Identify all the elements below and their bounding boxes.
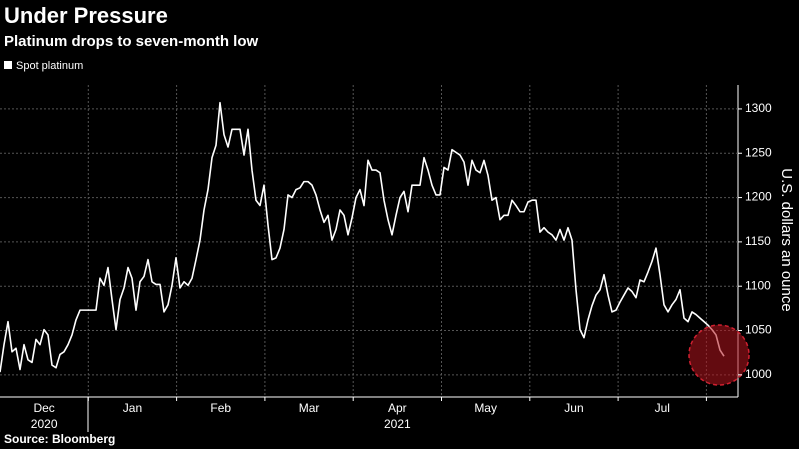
y-tick-label: 1000: [745, 367, 772, 381]
y-tick-label: 1050: [745, 323, 772, 337]
chart-title: Under Pressure: [4, 3, 168, 28]
source: Source: Bloomberg: [4, 432, 115, 446]
year-label: 2020: [31, 417, 58, 431]
x-tick-label: Mar: [299, 401, 320, 415]
y-tick-label: 1100: [745, 278, 771, 292]
x-tick-label: Feb: [210, 401, 231, 415]
highlight-circle: [688, 324, 750, 386]
x-tick-label: May: [474, 401, 497, 415]
legend-swatch: [4, 61, 12, 69]
y-tick-label: 1250: [745, 145, 772, 159]
year-label: 2021: [384, 417, 411, 431]
y-tick-label: 1300: [745, 101, 772, 115]
x-tick-label: Jan: [123, 401, 142, 415]
y-tick-label: 1200: [745, 190, 772, 204]
y-axis-label: U.S. dollars an ounce: [778, 168, 795, 311]
chart-subtitle: Platinum drops to seven-month low: [4, 33, 259, 50]
y-tick-label: 1150: [745, 234, 771, 248]
series-line: [0, 101, 725, 373]
legend-label: Spot platinum: [16, 60, 83, 72]
x-tick-label: Apr: [388, 401, 407, 415]
x-tick-label: Jun: [564, 401, 583, 415]
x-tick-label: Jul: [655, 401, 670, 415]
plot: [0, 85, 738, 397]
x-tick-label: Dec: [33, 401, 54, 415]
